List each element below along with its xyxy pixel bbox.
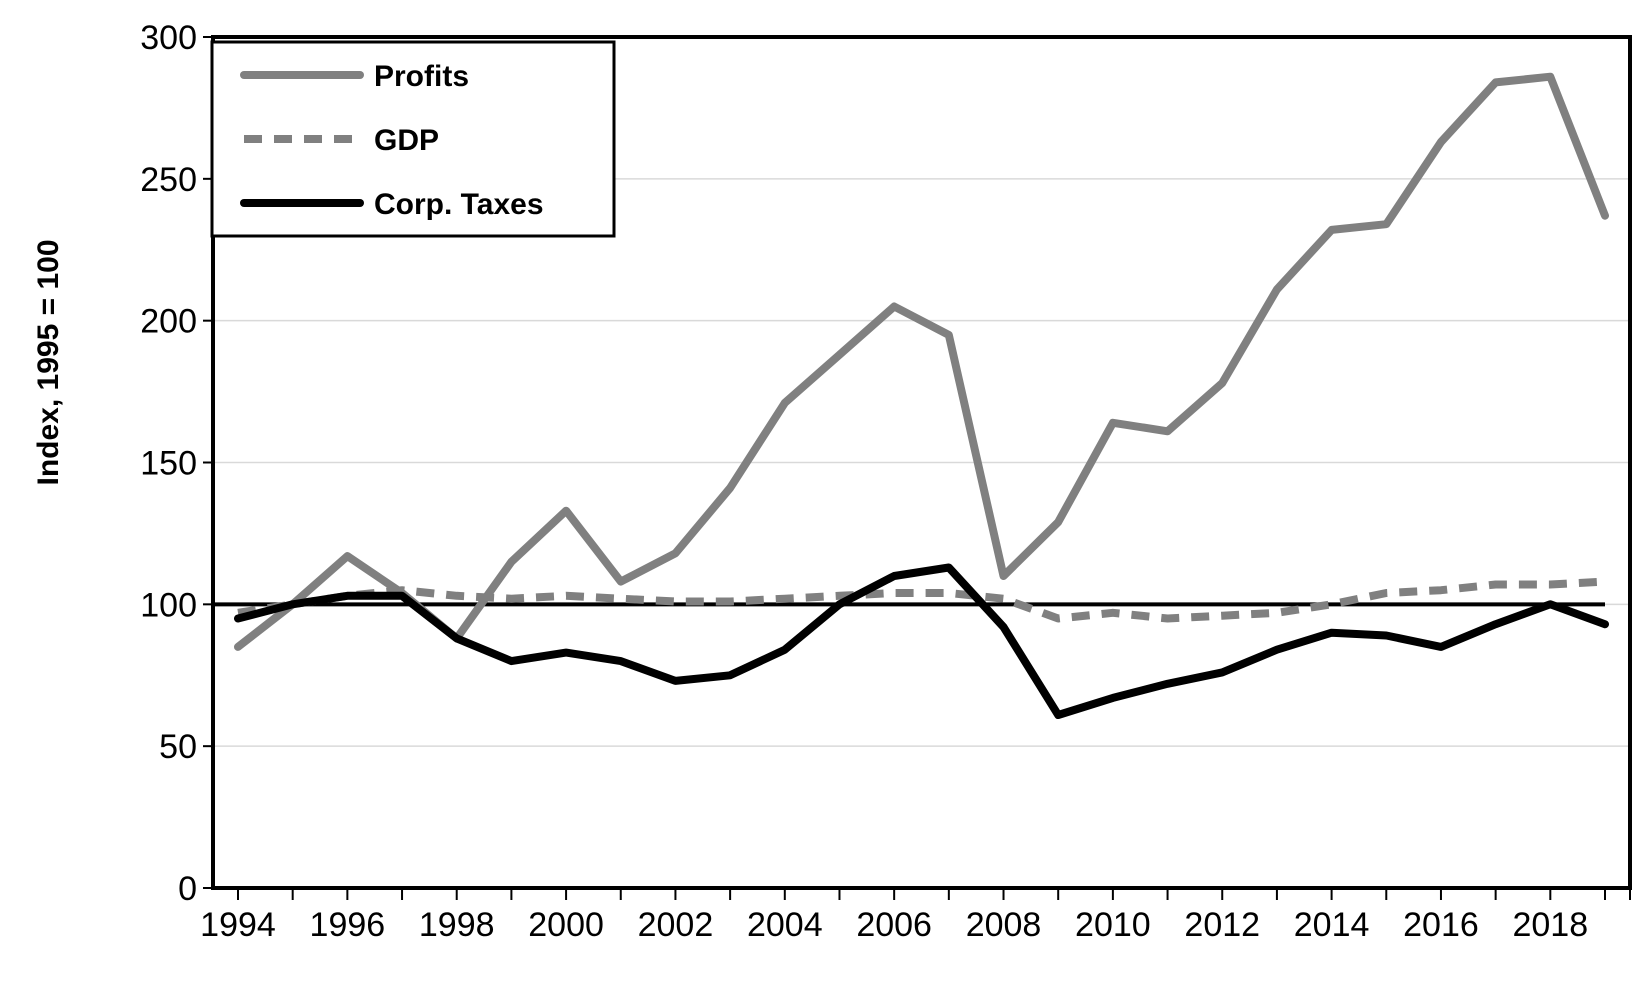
y-axis-title: Index, 1995 = 100 (32, 239, 65, 485)
y-axis-ticks: 0 50 100 150 200 250 300 (140, 19, 213, 908)
y-tick-label: 100 (140, 586, 197, 624)
y-tick-label: 300 (140, 19, 197, 57)
y-tick-label: 200 (140, 303, 197, 341)
series-line-profits (234, 72, 1609, 651)
x-tick-label: 2006 (856, 906, 932, 944)
y-tick-label: 150 (140, 445, 197, 483)
x-tick-label: 2008 (966, 906, 1042, 944)
x-tick-label: 2014 (1294, 906, 1370, 944)
x-tick-label: 1994 (200, 906, 276, 944)
x-tick-label: 2018 (1512, 906, 1588, 944)
x-tick-label: 1996 (310, 906, 386, 944)
y-tick-label: 0 (178, 870, 197, 908)
x-tick-label: 2002 (638, 906, 714, 944)
x-tick-label: 2012 (1184, 906, 1260, 944)
x-tick-label: 2016 (1403, 906, 1479, 944)
legend-label: Corp. Taxes (374, 188, 544, 221)
y-tick-label: 50 (159, 728, 197, 766)
series-line-corp-taxes (234, 563, 1609, 719)
series-layer (234, 72, 1609, 719)
legend: Profits GDP Corp. Taxes (210, 40, 616, 238)
x-tick-label: 1998 (419, 906, 495, 944)
legend-label: GDP (374, 124, 439, 157)
y-tick-label: 250 (140, 161, 197, 199)
legend-label: Profits (374, 60, 469, 93)
x-axis-ticks: 1994 1996 1998 2000 2002 2004 2006 2008 2010 2012… (200, 888, 1631, 944)
series-line-gdp (237, 577, 1606, 623)
gridlines (213, 178, 1630, 747)
x-tick-label: 2010 (1075, 906, 1151, 944)
x-tick-label: 2004 (747, 906, 823, 944)
x-tick-label: 2000 (528, 906, 604, 944)
